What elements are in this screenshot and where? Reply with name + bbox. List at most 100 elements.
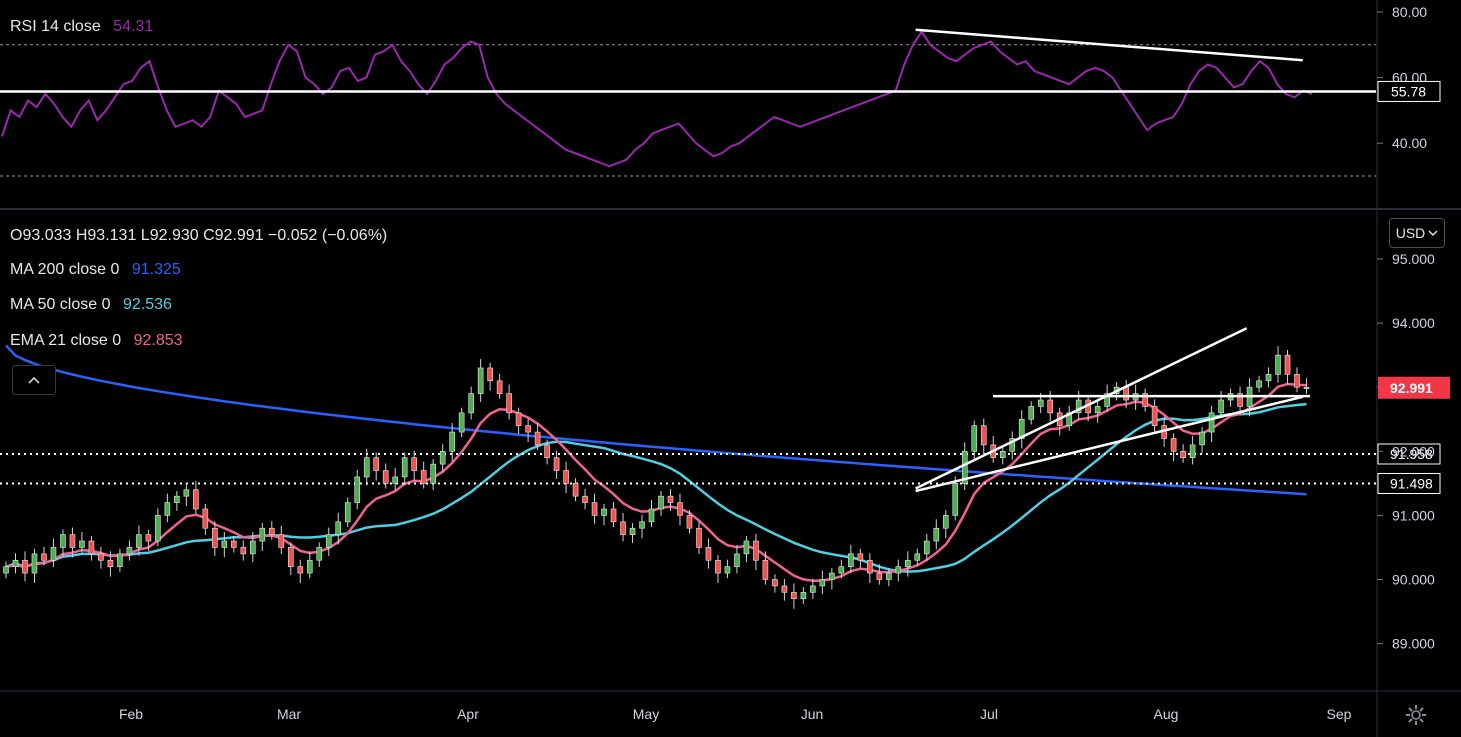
candle-body [401,457,408,478]
candle-body [506,393,512,414]
candle-body [373,457,380,471]
ema21-value: 92.853 [133,332,183,349]
candle-body [193,489,199,510]
candle-body [762,559,769,580]
time-axis-label: Feb [119,706,143,722]
ma200-line [5,344,1307,496]
time-axis-label: Jun [801,706,824,722]
candle-body [639,521,645,529]
candle-body [705,547,712,561]
candle-body [439,450,446,465]
currency-selector[interactable]: USD [1389,218,1445,248]
candle-body [923,540,930,555]
gear-icon [1406,705,1426,725]
time-axis-label: May [633,706,659,722]
candle-body [791,592,797,600]
time-axis-label: Jul [980,706,998,722]
candle-body [867,559,873,574]
candle-body [1218,399,1224,414]
level-label: 91.958 [1390,446,1433,462]
low-value: 92.930 [149,227,199,244]
open-value: 93.033 [22,227,72,244]
candle-body [88,540,95,555]
candle-body [22,559,28,574]
candle-body [1123,386,1129,401]
channel-trendline [915,395,1304,493]
high-label: H [75,227,88,244]
candle-body [458,412,465,433]
candle-body [848,553,854,567]
candle-body [69,534,76,548]
ema21-label: EMA 21 close 0 [10,332,122,349]
close-label: C [203,227,215,244]
candle-body [1075,399,1082,414]
candle-body [212,527,218,548]
price-axis-tick: 95.000 [1392,251,1435,267]
candle-body [250,540,256,555]
channel-trendline [915,327,1248,490]
collapse-legend-button[interactable] [12,365,56,395]
price-axis-tick: 89.000 [1392,636,1435,652]
candle-body [1151,406,1158,426]
candle-body [724,566,731,574]
candle-body [1294,374,1300,388]
candle-body [325,534,332,548]
ma200-legend: MA 200 close 0 91.325 [10,261,181,279]
candle-body [1303,386,1310,390]
candle-body [1275,354,1281,375]
rsi-legend: RSI 14 close 54.31 [10,18,153,36]
rsi-level-marker-label: 55.78 [1391,83,1426,99]
candle-body [1047,399,1054,414]
ma50-legend: MA 50 close 0 92.536 [10,296,172,314]
candle-body [174,495,180,503]
candle-body [696,527,702,548]
candle-body [753,540,759,561]
candle-body [354,476,361,503]
candle-body [164,502,171,516]
candle-body [1142,393,1148,407]
candle-body [810,585,816,593]
rsi-axis-tick: 80.00 [1392,4,1427,20]
candle-body [905,559,911,567]
candle-body [420,470,427,484]
candle-body [98,553,104,561]
level-label: 91.498 [1390,475,1433,491]
candle-body [800,592,807,600]
candle-body [12,559,19,567]
ma50-label: MA 50 close 0 [10,296,111,313]
change-value: −0.052 (−0.06%) [268,227,388,244]
rsi-trendline [915,28,1303,62]
candle-body [268,527,275,535]
settings-button[interactable] [1404,703,1428,727]
candle-body [231,540,237,548]
candle-body [41,553,47,561]
candle-body [1170,438,1177,452]
candle-body [582,495,588,503]
candle-body [1199,431,1205,446]
candle-body [895,566,902,574]
candle-body [430,463,436,484]
price-axis-tick: 92.000 [1392,443,1435,459]
candle-body [259,527,266,542]
price-axis-tick: 91.000 [1392,507,1435,523]
candle-body [829,572,835,580]
last-price-marker [1378,376,1450,399]
candle-body [297,566,304,574]
rsi-axis-tick: 40.00 [1392,135,1427,151]
candle-body [468,393,474,414]
candle-body [344,502,351,523]
candle-body [487,367,493,382]
candle-body [942,515,949,529]
level-label-box [1377,443,1441,465]
candle-body [50,547,57,561]
ma200-label: MA 200 close 0 [10,261,120,278]
close-value: 92.991 [214,227,264,244]
ema21-legend: EMA 21 close 0 92.853 [10,332,183,350]
candle-body [961,450,968,484]
candle-body [60,534,66,548]
candle-body [553,457,560,471]
low-label: L [140,227,150,244]
candle-body [316,547,323,561]
candle-body [1028,406,1035,420]
